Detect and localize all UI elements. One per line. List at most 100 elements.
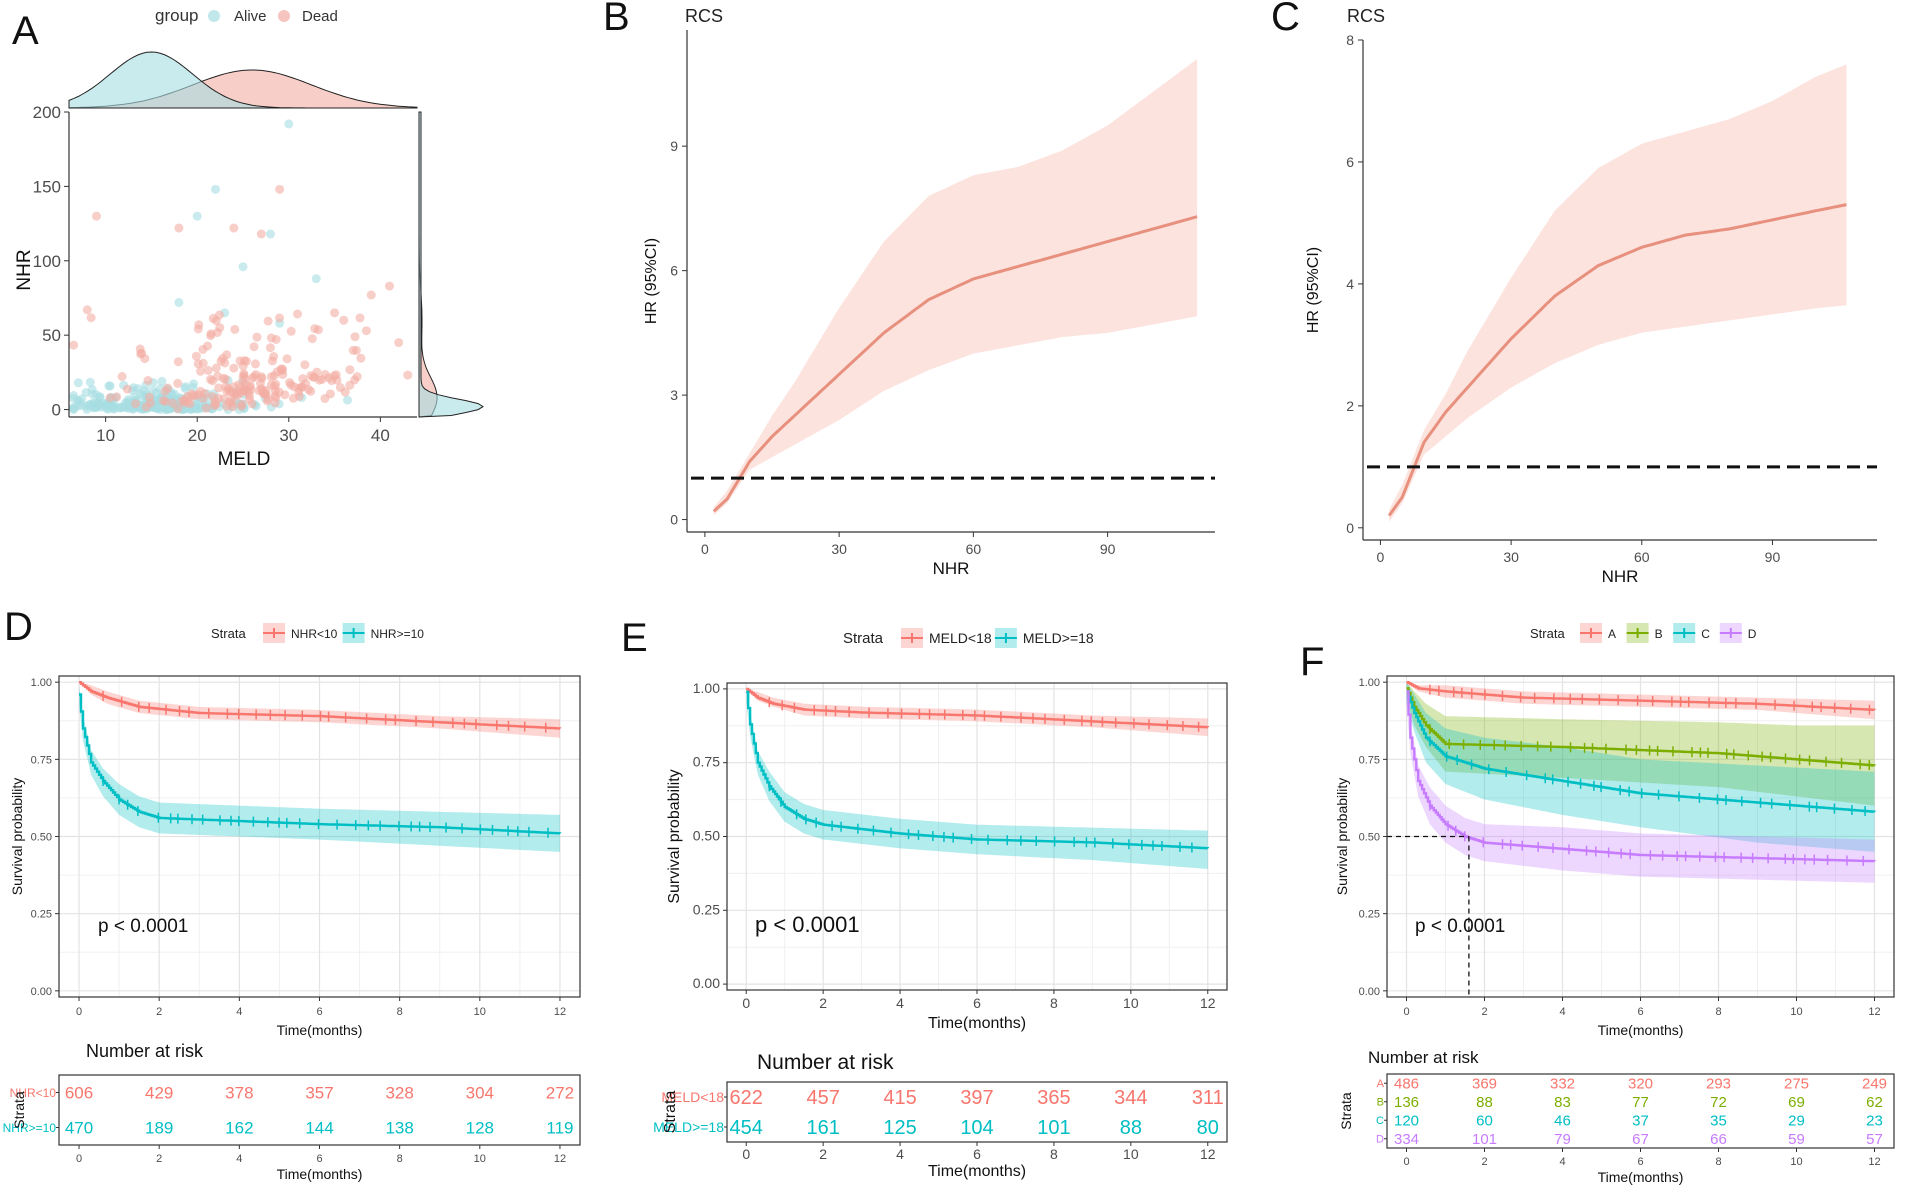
y-axis-title: HR (95%CI) — [1305, 247, 1322, 333]
y-tick-label: 0.50 — [693, 828, 720, 844]
risk-value: 62 — [1866, 1094, 1883, 1111]
risk-value: 101 — [1472, 1131, 1497, 1148]
point-dead — [220, 374, 230, 384]
point-alive — [265, 229, 275, 239]
x-tick-label: 0 — [701, 541, 709, 557]
risk-x-tick-label: 8 — [397, 1153, 403, 1165]
point-dead — [241, 356, 251, 366]
y-tick-label: 0.75 — [1359, 754, 1380, 766]
point-alive — [85, 377, 95, 387]
point-dead — [385, 281, 395, 291]
density-top-alive — [68, 51, 417, 109]
survival-curve-meld>=18 — [746, 690, 1209, 850]
risk-value: 128 — [466, 1119, 494, 1138]
y-tick-label: 0 — [670, 512, 678, 528]
x-tick-label: 6 — [1637, 1006, 1643, 1018]
point-dead — [206, 374, 215, 384]
risk-value: 104 — [960, 1117, 993, 1139]
y-tick-label: 150 — [33, 177, 61, 196]
risk-x-tick-label: 2 — [1481, 1156, 1487, 1168]
legend-title: Strata — [1530, 626, 1565, 641]
legend-label: NHR<10 — [291, 627, 338, 641]
x-tick-label: 12 — [1200, 995, 1216, 1011]
risk-value: 293 — [1706, 1076, 1731, 1093]
survival-curve-nhr>=10 — [79, 693, 562, 835]
risk-value: 69 — [1788, 1094, 1805, 1111]
legend-key-dead — [278, 10, 290, 22]
x-tick-label: 10 — [96, 426, 115, 445]
risk-x-tick-label: 10 — [474, 1153, 486, 1165]
risk-x-tick-label: 8 — [1715, 1156, 1721, 1168]
risk-row-label: B — [1377, 1097, 1384, 1109]
risk-value: 120 — [1394, 1113, 1419, 1130]
point-dead — [275, 184, 285, 194]
risk-value: 189 — [145, 1119, 173, 1138]
rcs-title: RCS — [685, 6, 723, 26]
point-dead — [206, 331, 216, 341]
risk-x-axis-title: Time(months) — [277, 1166, 363, 1182]
x-axis-title: Time(months) — [1598, 1022, 1684, 1038]
y-axis-title: Survival probability — [9, 778, 25, 896]
survival-curve-nhr<10 — [79, 681, 562, 730]
x-tick-label: 90 — [1765, 549, 1781, 565]
point-dead — [243, 387, 253, 397]
risk-x-tick-label: 0 — [1403, 1156, 1409, 1168]
risk-x-tick-label: 0 — [742, 1146, 750, 1162]
point-dead — [308, 372, 318, 382]
risk-value: 88 — [1120, 1117, 1142, 1139]
y-axis-title: NHR — [14, 249, 35, 290]
point-dead — [265, 343, 275, 353]
survival-curve-c — [1406, 690, 1876, 813]
legend-label: MELD<18 — [929, 630, 992, 646]
y-tick-label: 1.00 — [693, 680, 720, 696]
ci-band-d — [1406, 682, 1875, 883]
panel-label-a: A — [12, 9, 39, 53]
risk-value: 67 — [1632, 1131, 1649, 1148]
point-dead — [269, 371, 279, 381]
legend-label: C — [1701, 627, 1710, 641]
risk-table-title: Number at risk — [757, 1051, 894, 1074]
point-dead — [143, 376, 153, 385]
point-dead — [203, 365, 213, 375]
point-dead — [271, 335, 281, 344]
risk-row-label: C — [1376, 1115, 1384, 1127]
x-tick-label: 10 — [474, 1006, 486, 1018]
point-dead — [174, 223, 184, 233]
legend-key-alive — [208, 10, 220, 22]
point-dead — [137, 348, 147, 358]
x-tick-label: 8 — [397, 1006, 403, 1018]
risk-value: 397 — [960, 1087, 993, 1109]
risk-value: 429 — [145, 1084, 173, 1103]
risk-value: 57 — [1866, 1131, 1883, 1148]
point-dead — [288, 393, 298, 403]
legend-label: B — [1655, 627, 1663, 641]
y-tick-label: 8 — [1346, 32, 1354, 48]
hr-curve — [1387, 203, 1847, 517]
ci-band-meld>=18 — [746, 688, 1208, 869]
risk-row-label: NHR>=10 — [3, 1121, 57, 1135]
point-dead — [340, 387, 350, 397]
point-alive — [211, 184, 221, 194]
x-tick-label: 0 — [76, 1006, 82, 1018]
risk-value: 328 — [385, 1084, 413, 1103]
point-dead — [270, 398, 280, 408]
point-dead — [226, 395, 236, 405]
x-tick-label: 4 — [1559, 1006, 1565, 1018]
point-dead — [212, 328, 222, 337]
y-tick-label: 0.00 — [693, 975, 720, 991]
x-axis-title: NHR — [933, 559, 970, 578]
point-dead — [122, 384, 132, 394]
x-tick-label: 90 — [1100, 541, 1116, 557]
risk-value: 470 — [65, 1119, 93, 1138]
point-dead — [229, 363, 239, 373]
x-axis-title: NHR — [1602, 567, 1639, 586]
point-dead — [214, 383, 224, 393]
risk-row-label: D — [1376, 1134, 1384, 1146]
risk-value: 37 — [1632, 1113, 1649, 1130]
risk-value: 304 — [466, 1084, 494, 1103]
point-dead — [69, 340, 79, 350]
point-dead — [403, 370, 413, 380]
risk-value: 249 — [1862, 1076, 1887, 1093]
x-tick-label: 6 — [316, 1006, 322, 1018]
risk-value: 77 — [1632, 1094, 1649, 1111]
